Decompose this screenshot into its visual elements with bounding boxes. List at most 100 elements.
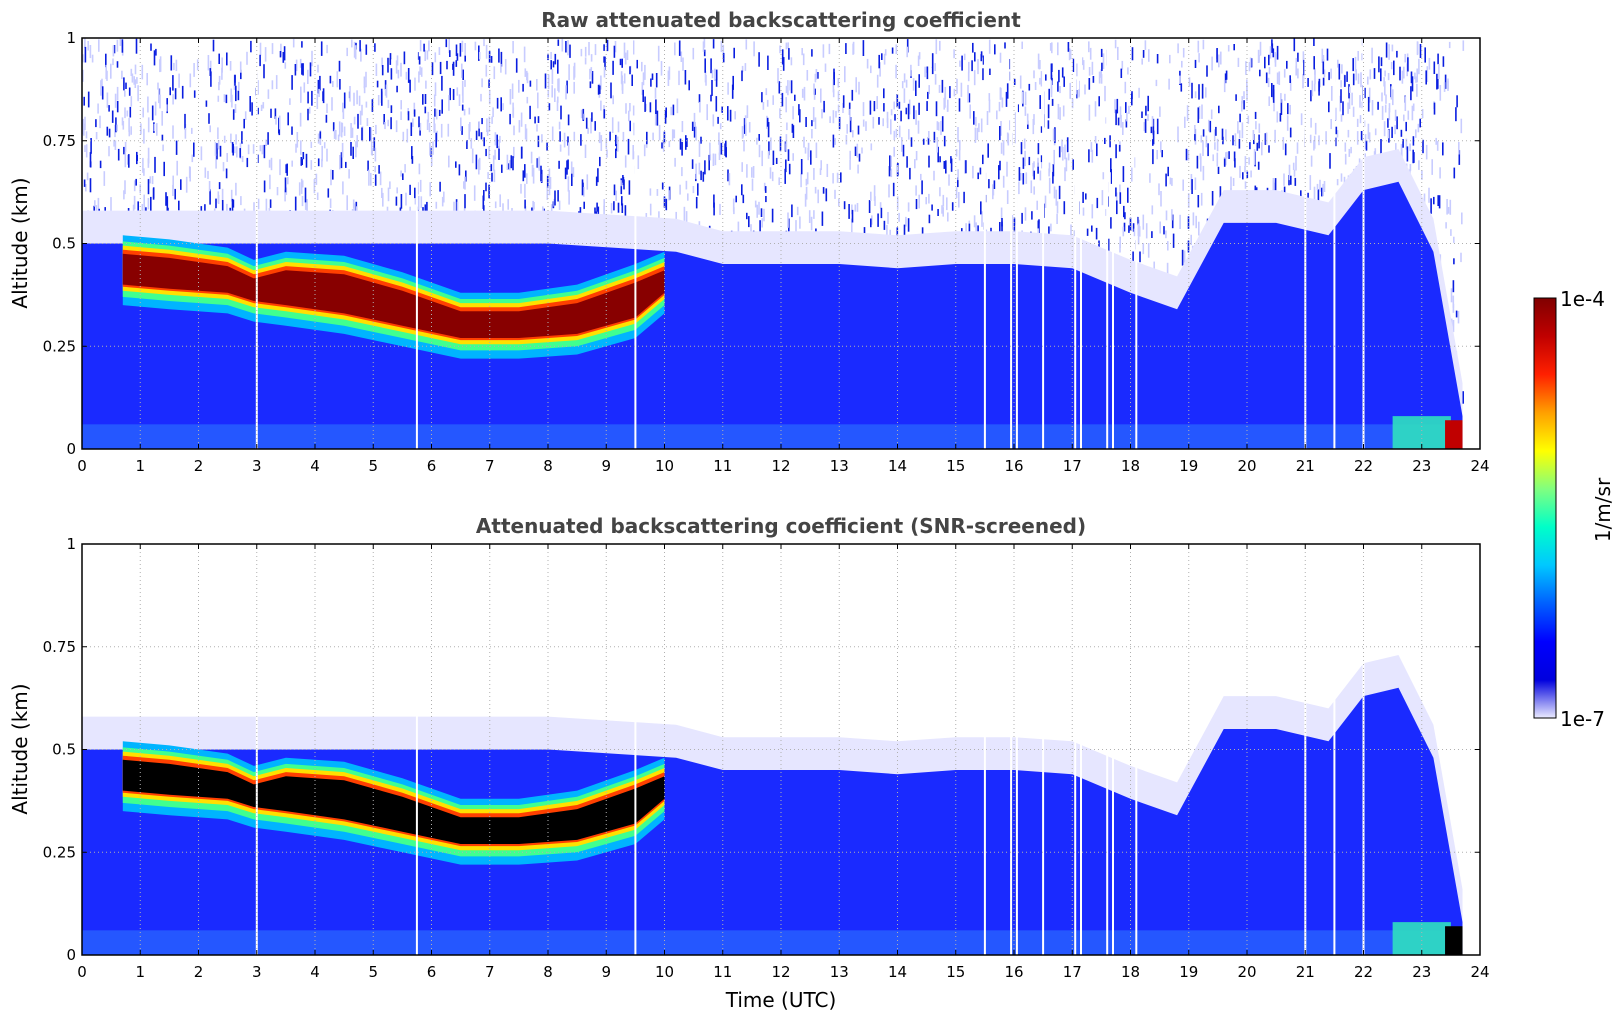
surface-aerosol: [1392, 922, 1451, 955]
surface-band: [82, 424, 1463, 449]
heatmap-area: [82, 544, 1463, 955]
x-tick-label: 19: [1179, 457, 1198, 475]
data-gap: [1304, 38, 1307, 449]
data-gap: [1042, 38, 1045, 449]
x-tick-label: 18: [1121, 457, 1140, 475]
x-tick-label: 17: [1063, 457, 1082, 475]
x-tick-label: 7: [485, 457, 495, 475]
colorbar-min-label: 1e-7: [1560, 707, 1605, 731]
y-axis-label: Altitude (km): [8, 683, 32, 814]
x-tick-label: 24: [1470, 963, 1489, 981]
grid-lines: [82, 38, 1480, 449]
cloud-core: [122, 759, 665, 844]
surface-band: [82, 930, 1463, 955]
x-tick-label: 5: [368, 963, 378, 981]
panel-title: Attenuated backscattering coefficient (S…: [476, 514, 1086, 538]
y-tick-label: 0.75: [43, 638, 76, 656]
x-tick-label: 6: [427, 963, 437, 981]
panel-snr-screened-backscatter: Attenuated backscattering coefficient (S…: [8, 514, 1490, 1012]
x-tick-label: 7: [485, 963, 495, 981]
x-tick-label: 14: [888, 457, 907, 475]
x-tick-label: 9: [601, 457, 611, 475]
heatmap-area: [82, 38, 1465, 449]
panel-title: Raw attenuated backscattering coefficien…: [541, 8, 1021, 32]
x-tick-label: 2: [194, 963, 204, 981]
x-tick-label: 12: [771, 457, 790, 475]
x-tick-label: 15: [946, 457, 965, 475]
data-gap: [1074, 38, 1077, 449]
x-axis-ticks: 0 1 2 3 4 5 6 7 8 9 10 11 12 13 14 15 16 17 18 19 20 21 22 23 24: [77, 38, 1490, 475]
x-tick-label: 13: [830, 963, 849, 981]
x-tick-label: 14: [888, 963, 907, 981]
colorbar-max-label: 1e-4: [1560, 287, 1605, 311]
y-tick-label: 0: [66, 946, 76, 964]
data-gap: [255, 544, 258, 955]
data-gap: [1015, 38, 1018, 449]
data-gap: [1080, 544, 1082, 955]
x-tick-label: 21: [1296, 457, 1315, 475]
data-gap: [1015, 544, 1018, 955]
data-gap: [415, 38, 418, 449]
x-tick-label: 0: [77, 963, 87, 981]
x-tick-label: 21: [1296, 963, 1315, 981]
x-tick-label: 23: [1412, 963, 1431, 981]
y-axis-ticks: 0 0.25 0.5 0.75 1: [43, 29, 1480, 458]
x-tick-label: 20: [1237, 963, 1256, 981]
data-gap: [1042, 544, 1045, 955]
x-tick-label: 5: [368, 457, 378, 475]
x-tick-label: 16: [1004, 963, 1023, 981]
data-gap: [1080, 38, 1082, 449]
x-axis-label: Time (UTC): [725, 988, 837, 1012]
boundary-layer: [82, 181, 1463, 449]
x-tick-label: 1: [135, 963, 145, 981]
y-tick-label: 0.5: [52, 235, 76, 253]
y-tick-label: 0.25: [43, 337, 76, 355]
data-gap: [1112, 544, 1114, 955]
x-tick-label: 18: [1121, 963, 1140, 981]
data-gap: [1135, 544, 1138, 955]
x-tick-label: 2: [194, 457, 204, 475]
y-tick-label: 0: [66, 440, 76, 458]
x-tick-label: 3: [252, 457, 262, 475]
data-gap: [1135, 38, 1138, 449]
y-tick-label: 0.75: [43, 132, 76, 150]
data-gap: [255, 38, 258, 449]
data-gap: [415, 544, 418, 955]
x-tick-label: 13: [830, 457, 849, 475]
x-tick-label: 16: [1004, 457, 1023, 475]
colorbar-unit-label: 1/m/sr: [1591, 477, 1615, 542]
data-gap: [983, 544, 986, 955]
x-tick-label: 1: [135, 457, 145, 475]
x-tick-label: 23: [1412, 457, 1431, 475]
surface-aerosol: [1392, 416, 1451, 449]
x-tick-label: 3: [252, 963, 262, 981]
data-gap: [1304, 544, 1307, 955]
data-gap: [1106, 544, 1109, 955]
data-gap: [634, 544, 637, 955]
y-tick-label: 0.5: [52, 741, 76, 759]
boundary-layer: [82, 687, 1463, 955]
data-gap: [1362, 38, 1365, 449]
x-tick-label: 10: [655, 457, 674, 475]
x-tick-label: 15: [946, 963, 965, 981]
grid-lines: [82, 544, 1480, 955]
x-tick-label: 11: [713, 457, 732, 475]
x-tick-label: 4: [310, 457, 320, 475]
data-gap: [1106, 38, 1109, 449]
x-tick-label: 0: [77, 457, 87, 475]
x-tick-label: 22: [1354, 457, 1373, 475]
x-tick-label: 20: [1237, 457, 1256, 475]
x-tick-label: 17: [1063, 963, 1082, 981]
x-tick-label: 24: [1470, 457, 1489, 475]
x-tick-label: 11: [713, 963, 732, 981]
y-tick-label: 0.25: [43, 843, 76, 861]
surface-peak: [1445, 926, 1463, 955]
cloud-core: [122, 253, 665, 338]
x-tick-label: 4: [310, 963, 320, 981]
surface-peak: [1445, 420, 1463, 449]
data-gap: [1074, 544, 1077, 955]
data-gap: [1010, 38, 1013, 449]
x-tick-label: 8: [543, 457, 553, 475]
x-tick-label: 9: [601, 963, 611, 981]
